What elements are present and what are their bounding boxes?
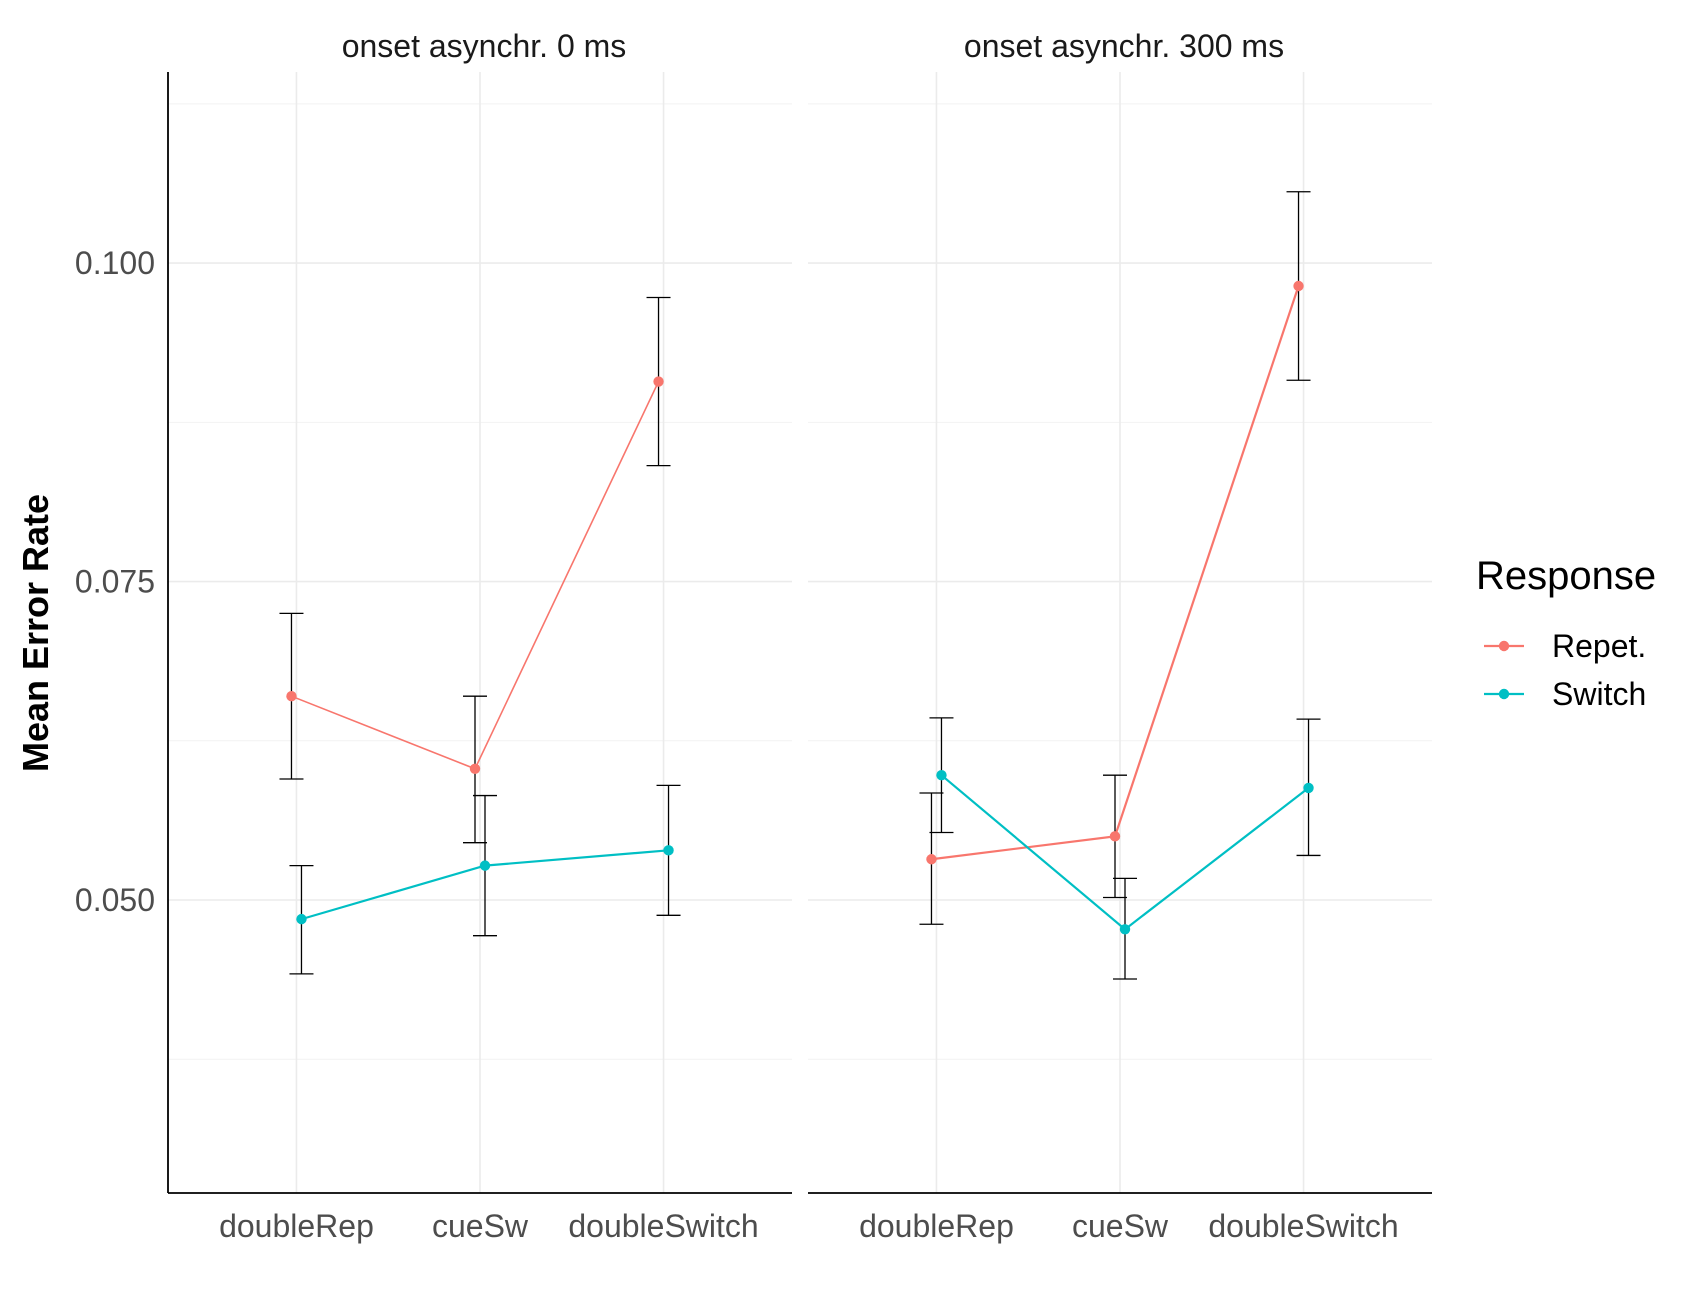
facet-title: onset asynchr. 300 ms (964, 28, 1284, 64)
data-point (296, 913, 307, 925)
facet-panel-1: onset asynchr. 300 ms doubleRep cueSw doubl… (808, 28, 1432, 1244)
x-tick-label: doubleSwitch (568, 1208, 758, 1244)
x-tick-label: cueSw (1072, 1208, 1169, 1244)
legend: Response Repet. Switch (1476, 554, 1656, 712)
data-point (1293, 280, 1304, 292)
series-repet (279, 296, 671, 844)
series-switch (289, 784, 681, 975)
legend-item-repet: Repet. (1484, 628, 1646, 664)
data-point (469, 763, 481, 775)
data-point (1109, 831, 1121, 842)
y-tick-label: 0.075 (75, 564, 155, 600)
data-point (1119, 924, 1131, 935)
x-tick-label: doubleRep (219, 1208, 374, 1244)
facet-title: onset asynchr. 0 ms (342, 28, 627, 64)
data-point (926, 854, 937, 865)
series-switch (929, 717, 1321, 980)
data-point (936, 769, 947, 781)
data-point (1303, 782, 1314, 794)
x-tick-label: doubleRep (859, 1208, 1014, 1244)
axes-group: Mean Error Rate 0.050 0.075 0.100 (15, 72, 169, 1193)
x-tick-label: doubleSwitch (1208, 1208, 1398, 1244)
data-point (479, 860, 491, 871)
data-point (663, 845, 674, 856)
legend-key-point (1498, 688, 1510, 700)
series-line (931, 285, 1300, 861)
data-point (653, 376, 664, 387)
legend-label: Switch (1552, 676, 1646, 712)
legend-label: Repet. (1552, 628, 1646, 664)
y-axis-title: Mean Error Rate (15, 494, 56, 772)
facets-group: onset asynchr. 0 ms doubleRep cueSw doubleS… (168, 28, 1432, 1244)
legend-title: Response (1476, 554, 1656, 598)
legend-key-point (1498, 640, 1510, 652)
series-repet (919, 191, 1311, 925)
facet-panel-0: onset asynchr. 0 ms doubleRep cueSw doubleS… (168, 28, 792, 1244)
y-tick-label: 0.050 (75, 882, 155, 918)
x-tick-label: cueSw (432, 1208, 529, 1244)
y-tick-label: 0.100 (75, 245, 155, 281)
legend-item-switch: Switch (1484, 676, 1646, 712)
data-point (286, 690, 297, 702)
